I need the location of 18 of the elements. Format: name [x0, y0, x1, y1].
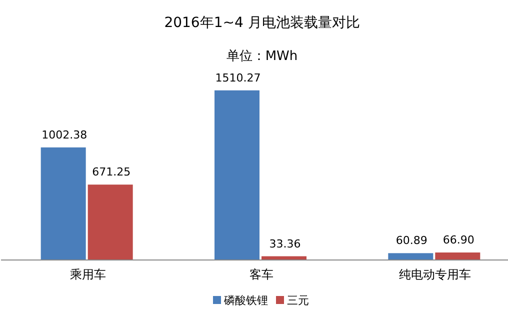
bar — [435, 252, 480, 260]
x-tick-label: 乘用车 — [70, 268, 106, 282]
legend-label: 三元 — [287, 294, 309, 307]
bar — [88, 184, 133, 260]
data-label: 1002.38 — [42, 128, 88, 142]
data-label: 1510.27 — [215, 71, 261, 84]
data-label: 60.89 — [396, 234, 428, 248]
chart-title: 2016年1~4 月电池装载量对比 — [164, 15, 360, 31]
data-label: 66.90 — [442, 233, 474, 246]
bar — [40, 147, 86, 260]
bar — [214, 90, 260, 260]
legend-label: 磷酸铁锂 — [223, 294, 268, 307]
x-tick-label: 纯电动专用车 — [399, 268, 472, 282]
chart-subtitle: 单位：MWh — [226, 49, 298, 64]
x-tick-label: 客车 — [250, 268, 274, 282]
bar — [388, 253, 434, 260]
data-label: 33.36 — [269, 237, 301, 250]
data-label: 671.25 — [92, 166, 131, 179]
